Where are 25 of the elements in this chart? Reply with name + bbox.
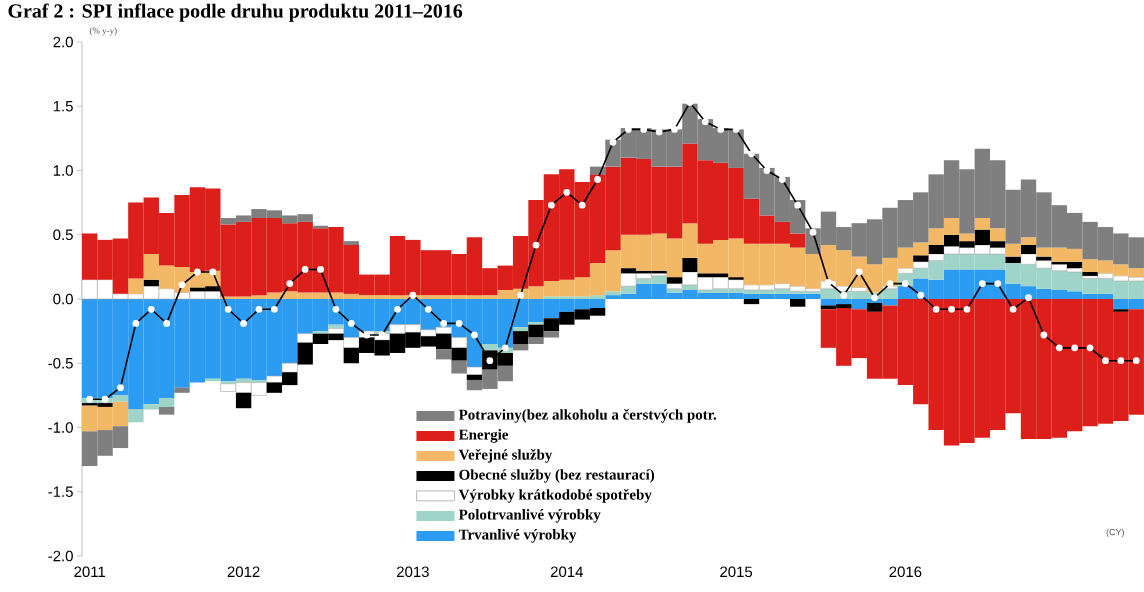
legend-label: Potraviny(bez alkoholu a čerstvých potr. xyxy=(458,409,717,423)
legend-label: Obecné služby (bez restaurací) xyxy=(459,469,655,483)
x-tick-label: 2015 xyxy=(720,566,753,578)
x-tick-label: 2014 xyxy=(550,566,583,578)
legend-label: Polotrvanlivé výrobky xyxy=(458,509,601,523)
y-tick-label: -2.0 xyxy=(48,550,73,562)
y-axis-title: (% y-y) xyxy=(89,27,117,36)
y-tick-label: 0.0 xyxy=(53,293,73,305)
y-tick-label: -1.0 xyxy=(48,422,73,433)
y-tick-label: 1.0 xyxy=(53,165,73,176)
legend-label: Energie xyxy=(458,429,509,443)
y-tick-label: -1.5 xyxy=(48,486,73,497)
x-tick-label: 2011 xyxy=(74,566,106,578)
x-axis-title: (CY) xyxy=(1106,528,1124,538)
legend-label: Veřejné služby xyxy=(458,449,553,463)
x-tick-label: 2016 xyxy=(889,566,922,578)
y-tick-label: 1.5 xyxy=(53,101,73,112)
y-tick-label: 2.0 xyxy=(53,36,73,48)
x-tick-label: 2013 xyxy=(397,566,429,578)
chart-title: Graf 2 : SPI inflace podle druhu produktu 2011–2016 xyxy=(8,3,463,22)
y-tick-label: -0.5 xyxy=(48,357,73,369)
legend-label: Trvanlivé výrobky xyxy=(458,529,577,543)
legend-label: Výrobky krátkodobé spotřeby xyxy=(458,489,652,503)
x-tick-label: 2012 xyxy=(227,566,260,578)
y-tick-label: 0.5 xyxy=(53,229,73,241)
